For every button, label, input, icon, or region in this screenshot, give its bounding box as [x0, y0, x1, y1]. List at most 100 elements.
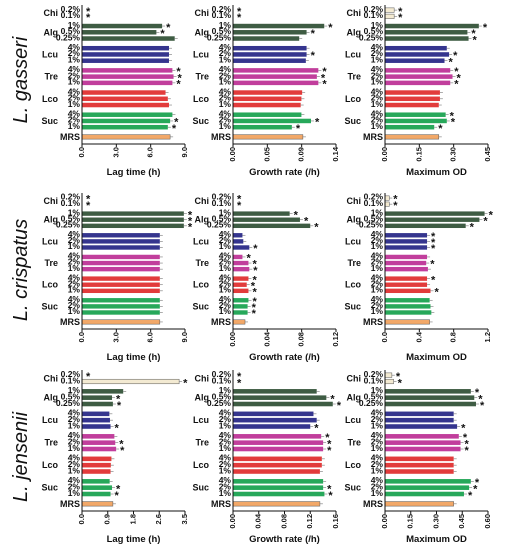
bar: [82, 124, 168, 130]
significance-asterisk: *: [475, 477, 480, 489]
concentration-label: 2%: [371, 93, 384, 103]
concentration-label: 0.2%: [212, 4, 232, 14]
significance-asterisk: *: [294, 209, 299, 221]
x-axis-title: Lag time (h): [107, 167, 161, 178]
concentration-label: 0.25%: [207, 220, 232, 230]
concentration-label: 4%: [219, 475, 232, 485]
bar: [385, 112, 446, 117]
species-label-jensenii: L. jensenii: [10, 411, 32, 502]
bar: [384, 319, 430, 325]
significance-asterisk: *: [463, 432, 468, 444]
significance-asterisk: *: [86, 6, 91, 18]
bar: [82, 52, 169, 57]
significance-asterisk: *: [398, 377, 403, 389]
bar: [233, 80, 319, 86]
concentration-label: 2%: [219, 235, 232, 245]
bar: [385, 68, 451, 73]
concentration-label: 1%: [219, 77, 232, 87]
concentration-label: 0.2%: [364, 369, 384, 379]
significance-asterisk: *: [253, 265, 258, 277]
concentration-label: 4%: [68, 42, 81, 52]
bar: [82, 118, 171, 124]
group-label: Alg: [195, 27, 210, 37]
x-tick-label: 0.00: [228, 147, 237, 162]
bar: [385, 298, 430, 303]
concentration-label: 1%: [68, 263, 81, 273]
significance-asterisk: *: [473, 483, 478, 495]
group-label: Suc: [192, 483, 209, 493]
significance-asterisk: *: [393, 200, 398, 212]
concentration-label: 1%: [68, 285, 81, 295]
group-label: Lco: [345, 460, 362, 470]
group-label: MRS: [60, 132, 80, 142]
concentration-label: 0.25%: [359, 398, 384, 408]
x-tick-label: 0.05: [262, 147, 271, 162]
concentration-label: 0.25%: [56, 220, 81, 230]
concentration-label: 4%: [219, 229, 232, 239]
bar: [233, 58, 306, 63]
concentration-label: 4%: [371, 408, 384, 418]
bar: [82, 456, 112, 462]
concentration-label: 0.1%: [61, 198, 81, 208]
x-tick-label: 1.8: [128, 514, 137, 524]
group-label: Lco: [345, 94, 362, 104]
bar: [233, 36, 300, 41]
concentration-label: 0.1%: [61, 375, 81, 385]
significance-asterisk: *: [325, 432, 330, 444]
bar: [82, 276, 160, 281]
bar: [385, 90, 440, 95]
group-label: Alg: [347, 215, 362, 225]
group-label: Suc: [192, 301, 209, 311]
significance-asterisk: *: [115, 490, 120, 502]
x-tick-label: 0.04: [254, 513, 263, 528]
significance-asterisk: *: [246, 253, 251, 265]
concentration-label: 4%: [219, 108, 232, 118]
group-label: Alg: [44, 393, 59, 403]
x-axis-title: Maximum OD: [406, 534, 467, 545]
concentration-label: 2%: [68, 115, 81, 125]
bar: [385, 96, 440, 102]
significance-asterisk: *: [475, 387, 480, 399]
concentration-label: 4%: [371, 229, 384, 239]
group-label: Lcu: [42, 49, 58, 59]
bar: [82, 266, 160, 272]
bar: [82, 58, 169, 63]
group-label: Lcu: [345, 236, 361, 246]
bar: [233, 282, 247, 287]
concentration-label: 1%: [371, 20, 384, 30]
x-tick-label: 0.08: [297, 332, 306, 347]
bar: [82, 434, 115, 439]
significance-asterisk: *: [314, 222, 319, 234]
bar: [385, 211, 485, 216]
significance-asterisk: *: [328, 22, 333, 34]
bar: [385, 254, 428, 260]
bar: [82, 310, 160, 315]
bar: [233, 266, 250, 272]
bar: [233, 124, 292, 130]
concentration-label: 0.1%: [364, 10, 384, 20]
group-label: Alg: [347, 27, 362, 37]
bar: [385, 266, 428, 272]
significance-asterisk: *: [120, 445, 125, 457]
significance-asterisk: *: [327, 438, 332, 450]
significance-asterisk: *: [454, 66, 459, 78]
significance-asterisk: *: [311, 50, 316, 62]
group-label: Alg: [195, 393, 210, 403]
significance-asterisk: *: [304, 215, 309, 227]
x-tick-label: 0.45: [483, 147, 492, 162]
group-label: Suc: [41, 301, 58, 311]
concentration-label: 4%: [219, 294, 232, 304]
concentration-label: 1%: [68, 54, 81, 64]
concentration-label: 0.5%: [212, 213, 232, 223]
concentration-label: 0.2%: [364, 4, 384, 14]
bar: [385, 30, 468, 35]
significance-asterisk: *: [296, 123, 301, 135]
bar: [385, 424, 458, 429]
significance-asterisk: *: [457, 72, 462, 84]
x-tick-label: 0.30: [431, 514, 440, 529]
bar: [81, 501, 114, 507]
significance-asterisk: *: [398, 6, 403, 18]
bar: [385, 260, 427, 266]
concentration-label: 2%: [371, 235, 384, 245]
bar: [385, 233, 428, 238]
